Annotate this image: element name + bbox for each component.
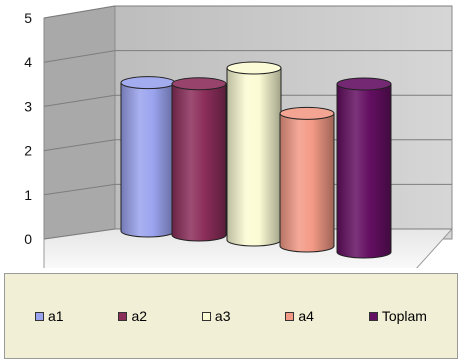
bar-chart: 0 1 2 3 4 5	[24, 5, 454, 268]
bar-top	[120, 76, 176, 90]
y-tick-label: 4	[24, 54, 32, 70]
y-tick-label: 2	[24, 143, 32, 159]
y-tick-label: 3	[24, 98, 32, 114]
bars	[120, 61, 392, 259]
y-tick-label: 5	[24, 10, 32, 26]
bar-a3	[226, 61, 282, 247]
legend-label: a3	[214, 308, 231, 324]
gridline	[43, 50, 452, 63]
legend-item-a2: a2	[118, 308, 147, 324]
y-axis-ticks: 0 1 2 3 4 5	[24, 10, 32, 247]
legend-swatch	[118, 311, 128, 321]
side-wall	[43, 5, 116, 240]
legend-label: a1	[48, 308, 64, 324]
bar-top	[226, 61, 282, 75]
legend-item-a4: a4	[285, 308, 314, 324]
bar-a2	[171, 77, 227, 242]
legend-item-a3: a3	[201, 308, 231, 324]
legend-item-a1: a1	[35, 308, 64, 324]
legend-swatch	[201, 311, 211, 321]
legend-swatch	[35, 311, 44, 321]
legend-swatch	[285, 311, 295, 321]
bar-toplam	[336, 77, 392, 259]
bar-body	[226, 67, 282, 247]
y-tick-label: 1	[24, 187, 32, 203]
legend-label: a4	[298, 308, 314, 324]
bar-top	[336, 77, 392, 91]
bar-body	[120, 82, 176, 238]
gridline	[43, 5, 452, 19]
legend-label: a2	[131, 308, 148, 324]
bar-body	[279, 112, 335, 253]
bar-top	[279, 106, 335, 120]
legend-label: Toplam	[381, 308, 427, 324]
legend: a1 a2 a3 a4 Toplam	[4, 273, 458, 359]
legend-swatch	[368, 311, 378, 321]
bar-a4	[279, 106, 335, 253]
y-tick-label: 0	[24, 231, 32, 247]
bar-body	[171, 83, 227, 242]
legend-item-toplam: Toplam	[368, 308, 427, 324]
bar-a1	[120, 76, 176, 238]
bar-body	[336, 83, 392, 259]
bar-top	[171, 77, 227, 91]
